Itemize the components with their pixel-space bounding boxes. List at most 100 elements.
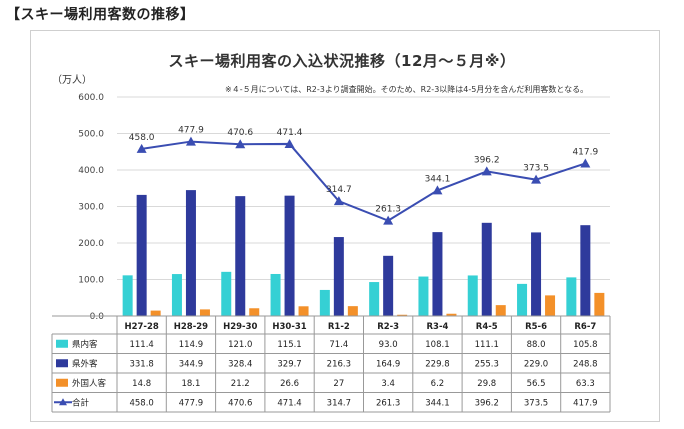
bar: [517, 283, 528, 316]
table-cell: 255.3: [475, 359, 499, 369]
total-marker: [580, 158, 591, 168]
table-cell: 71.4: [329, 340, 348, 350]
table-cell: 88.0: [527, 340, 546, 350]
bar: [347, 306, 358, 316]
chart-title: スキー場利用客の入込状況推移（12月～５月※）: [168, 52, 516, 70]
bar: [531, 232, 542, 316]
category-label: H30-31: [272, 322, 306, 332]
table-cell: 344.9: [179, 359, 203, 369]
table-cell: 105.8: [573, 340, 597, 350]
bar: [150, 310, 161, 316]
legend-label: 外国人客: [72, 378, 107, 389]
table-cell: 27: [333, 379, 344, 389]
table-cell: 331.8: [129, 359, 153, 369]
bar: [136, 194, 147, 316]
bar: [319, 289, 330, 316]
total-marker: [531, 174, 542, 184]
total-marker: [333, 196, 344, 206]
total-marker: [481, 166, 492, 176]
category-label: R3-4: [426, 322, 448, 332]
total-marker: [185, 136, 196, 146]
table-cell: 115.1: [277, 340, 301, 350]
bar: [298, 306, 309, 316]
table-cell: 216.3: [327, 359, 351, 369]
table-cell: 373.5: [524, 398, 548, 408]
chart-note: ※４-５月については、R2-3より調査開始。そのため、R2-3以降は4-5月分を…: [225, 85, 589, 94]
y-tick-label: 300.0: [78, 203, 104, 213]
chart-frame: [30, 30, 660, 422]
category-label: H27-28: [124, 322, 158, 332]
total-data-label: 314.7: [326, 185, 352, 195]
bar: [270, 273, 281, 316]
total-data-label: 261.3: [375, 205, 401, 215]
bar: [418, 276, 429, 316]
table-cell: 29.8: [477, 379, 496, 389]
table-cell: 261.3: [376, 398, 400, 408]
table-cell: 108.1: [425, 340, 449, 350]
bar: [467, 275, 478, 316]
category-label: R2-3: [377, 322, 399, 332]
total-data-label: 396.2: [474, 155, 500, 165]
table-cell: 471.4: [277, 398, 301, 408]
bar: [221, 271, 232, 316]
bar: [545, 295, 556, 316]
table-cell: 314.7: [327, 398, 351, 408]
legend-swatch: [56, 339, 68, 348]
total-marker: [432, 185, 443, 195]
bar: [369, 282, 380, 316]
category-label: R6-7: [574, 322, 596, 332]
legend-marker: [59, 398, 67, 406]
table-cell: 111.4: [129, 340, 153, 350]
table-cell: 396.2: [475, 398, 499, 408]
y-axis-unit: （万人）: [52, 75, 92, 86]
bar: [432, 232, 443, 316]
table-cell: 229.0: [524, 359, 548, 369]
bar: [446, 313, 457, 316]
category-label: R1-2: [328, 322, 350, 332]
table-cell: 458.0: [129, 398, 153, 408]
table-cell: 164.9: [376, 359, 400, 369]
bar: [249, 308, 260, 316]
bar: [594, 292, 605, 316]
total-line: [141, 140, 586, 222]
total-marker: [284, 138, 295, 148]
table-cell: 477.9: [179, 398, 203, 408]
table-cell: 470.6: [228, 398, 252, 408]
y-tick-label: 500.0: [78, 130, 104, 140]
bar: [580, 225, 591, 316]
bar: [383, 255, 394, 316]
table-cell: 21.2: [231, 379, 250, 389]
total-marker: [136, 143, 147, 153]
table-cell: 93.0: [379, 340, 398, 350]
legend-swatch: [56, 359, 68, 368]
bar: [333, 237, 344, 316]
table-cell: 344.1: [425, 398, 449, 408]
y-tick-label: 600.0: [78, 93, 104, 103]
total-marker: [383, 215, 394, 225]
page-heading: 【スキー場利用客数の推移】: [6, 7, 195, 23]
total-data-label: 344.1: [425, 174, 451, 184]
bar: [495, 305, 506, 316]
bar: [199, 309, 210, 316]
y-tick-label: 200.0: [78, 239, 104, 249]
bar: [122, 275, 133, 316]
table-cell: 6.2: [431, 379, 445, 389]
total-data-label: 373.5: [523, 164, 549, 174]
category-label: R5-6: [525, 322, 547, 332]
table-cell: 114.9: [179, 340, 203, 350]
category-label: H29-30: [223, 322, 257, 332]
table-cell: 63.3: [576, 379, 595, 389]
table-cell: 111.1: [475, 340, 499, 350]
legend-swatch: [56, 378, 68, 387]
table-cell: 3.4: [381, 379, 395, 389]
total-marker: [235, 139, 246, 149]
category-label: R4-5: [476, 322, 498, 332]
table-cell: 328.4: [228, 359, 252, 369]
table-cell: 26.6: [280, 379, 299, 389]
total-data-label: 458.0: [129, 133, 155, 143]
total-data-label: 417.9: [572, 147, 598, 157]
legend-label: 県外客: [72, 358, 98, 369]
legend-label: 県内客: [72, 339, 98, 350]
total-data-label: 477.9: [178, 126, 204, 136]
